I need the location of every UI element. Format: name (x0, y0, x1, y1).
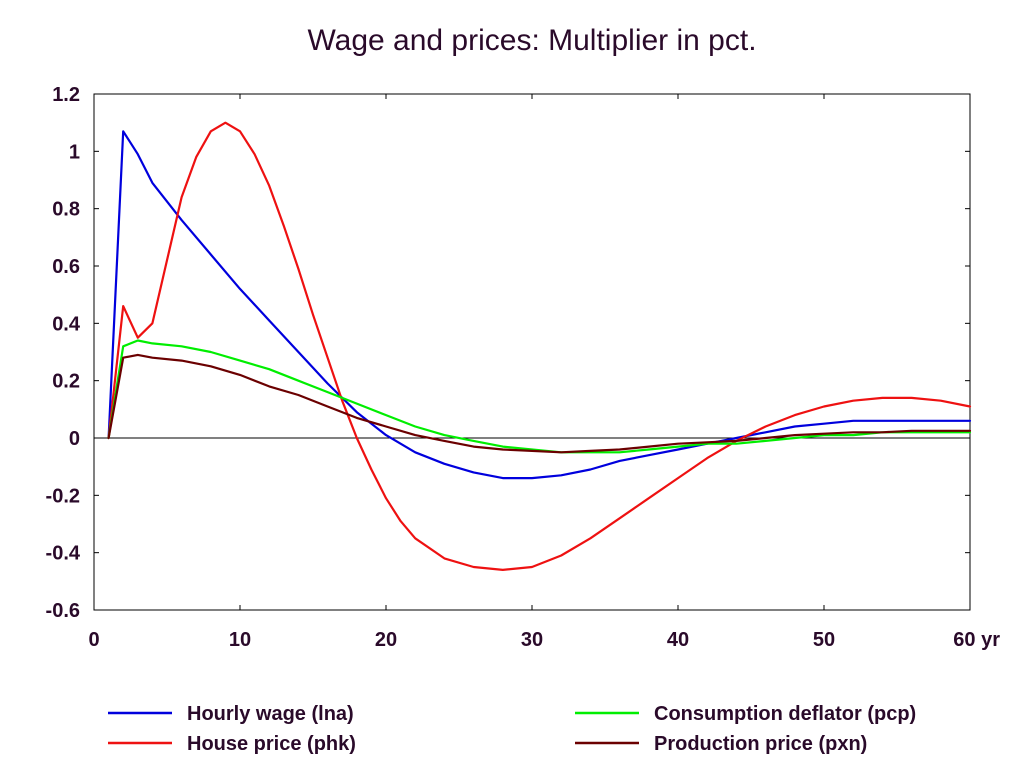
legend: Hourly wage (lna) House price (phk) Consum… (108, 703, 916, 755)
x-tick-label: 0 (88, 629, 99, 651)
y-tick-label: 0.8 (52, 199, 80, 221)
x-tick-label: 20 (375, 629, 397, 651)
legend-label: Consumption deflator (pcp) (654, 703, 916, 725)
series-line-4 (107, 353, 972, 454)
x-tick-label: 10 (229, 629, 251, 651)
x-tick-label: 60 yr (953, 629, 1000, 651)
y-tick-label: 1 (69, 141, 80, 163)
legend-label: Hourly wage (lna) (187, 703, 354, 725)
y-tick-label: -0.4 (46, 543, 81, 565)
x-tick-label: 30 (521, 629, 543, 651)
series-line-2 (107, 121, 972, 572)
y-tick-label: -0.6 (46, 600, 80, 622)
x-tick-label: 50 (813, 629, 835, 651)
y-tick-label: -0.2 (46, 485, 80, 507)
series-line-3 (107, 339, 972, 454)
y-tick-label: 0.6 (52, 256, 80, 278)
y-tick-label: 0 (69, 428, 80, 450)
legend-label: Production price (pxn) (654, 733, 867, 755)
chart-title: Wage and prices: Multiplier in pct. (307, 24, 756, 57)
y-axis: 1.2 1 0.8 0.6 0.4 0.2 0 -0.2 -0.4 -0.6 (46, 84, 970, 622)
y-tick-label: 0.2 (52, 371, 80, 393)
series-line-1 (107, 130, 972, 480)
x-axis: 0 10 20 30 40 50 60 yr (88, 94, 1000, 651)
y-tick-label: 1.2 (52, 84, 80, 106)
series-lines (107, 121, 972, 572)
x-tick-label: 40 (667, 629, 689, 651)
y-tick-label: 0.4 (52, 313, 81, 335)
legend-label: House price (phk) (187, 733, 356, 755)
plot-area-frame (93, 93, 971, 611)
